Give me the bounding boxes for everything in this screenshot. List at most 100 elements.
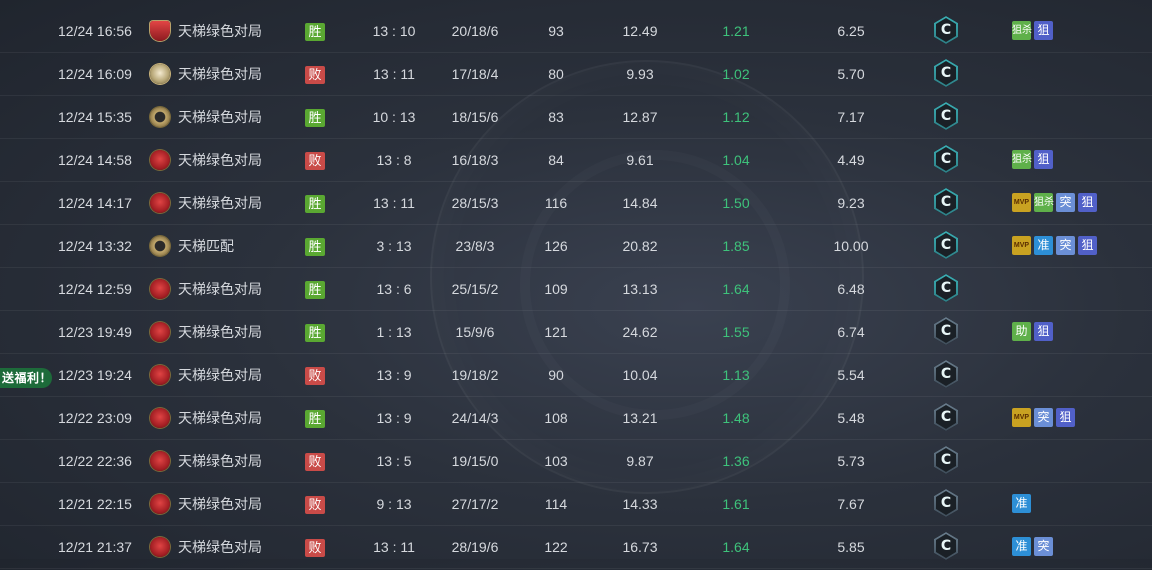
table-row[interactable]: 12/23 19:49 天梯绿色对局 胜 1 : 13 15/9/6 121 2… xyxy=(0,311,1152,354)
table-row[interactable]: 12/22 23:09 天梯绿色对局 胜 13 : 9 24/14/3 108 … xyxy=(0,397,1152,440)
match-date: 12/24 12:59 xyxy=(58,281,132,297)
match-mode: 天梯匹配 xyxy=(178,238,234,254)
match-mode: 天梯绿色对局 xyxy=(178,496,262,512)
table-row[interactable]: 12/24 13:32 天梯匹配 胜 3 : 13 23/8/3 126 20.… xyxy=(0,225,1152,268)
match-score: 3 : 13 xyxy=(376,238,412,254)
stat-value: 14.33 xyxy=(622,496,658,512)
emblem-icon xyxy=(150,494,170,514)
rating: 1.12 xyxy=(722,109,750,125)
adr: 103 xyxy=(544,453,568,469)
match-date: 12/22 23:09 xyxy=(58,410,132,426)
adr: 121 xyxy=(544,324,568,340)
match-mode: 天梯绿色对局 xyxy=(178,66,262,82)
stat-value: 16.73 xyxy=(622,539,658,555)
table-row[interactable]: 12/24 15:35 天梯绿色对局 胜 10 : 13 18/15/6 83 … xyxy=(0,96,1152,139)
result-badge: 败 xyxy=(305,151,325,170)
honor-badge-icon: 狙杀 xyxy=(1012,21,1032,40)
promo-tab[interactable]: 送福利！ xyxy=(0,368,52,388)
honor-badge-icon: 准 xyxy=(1012,494,1031,513)
laurel-icon xyxy=(150,236,170,256)
kda: 24/14/3 xyxy=(451,410,499,426)
stat-value: 9.93 xyxy=(626,66,654,82)
kda: 25/15/2 xyxy=(451,281,499,297)
rating: 1.04 xyxy=(722,152,750,168)
kda: 28/19/6 xyxy=(451,539,499,555)
emblem-icon xyxy=(150,279,170,299)
adr: 93 xyxy=(548,23,564,39)
emblem-icon xyxy=(150,537,170,557)
we-score: 5.48 xyxy=(837,410,865,426)
mvp-badge-icon: MVP xyxy=(1012,408,1031,427)
match-date: 12/22 22:36 xyxy=(58,453,132,469)
rank-badge-icon: C xyxy=(934,16,960,46)
rank-badge-icon: C xyxy=(934,489,960,519)
match-score: 13 : 9 xyxy=(376,367,412,383)
match-score: 9 : 13 xyxy=(376,496,412,512)
we-score: 9.23 xyxy=(837,195,865,211)
result-badge: 败 xyxy=(305,65,325,84)
rating: 1.64 xyxy=(722,539,750,555)
rating: 1.21 xyxy=(722,23,750,39)
result-badge: 败 xyxy=(305,495,325,514)
kda: 15/9/6 xyxy=(455,324,495,340)
match-score: 13 : 6 xyxy=(376,281,412,297)
kda: 27/17/2 xyxy=(451,496,499,512)
rating: 1.55 xyxy=(722,324,750,340)
adr: 90 xyxy=(548,367,564,383)
result-badge: 胜 xyxy=(305,323,325,342)
honor-badge-icon: 突 xyxy=(1034,537,1053,556)
we-score: 6.74 xyxy=(837,324,865,340)
match-date: 12/23 19:49 xyxy=(58,324,132,340)
honor-badge-icon: 狙 xyxy=(1034,322,1053,341)
rank-badge-icon: C xyxy=(934,231,960,261)
rating: 1.36 xyxy=(722,453,750,469)
table-row[interactable]: 12/23 19:24 天梯绿色对局 败 13 : 9 19/18/2 90 1… xyxy=(0,354,1152,397)
rank-badge-icon: C xyxy=(934,59,960,89)
match-score: 13 : 11 xyxy=(373,66,415,82)
honor-badge-icon: 突 xyxy=(1056,193,1075,212)
honor-badge-icon: 狙 xyxy=(1034,21,1053,40)
rank-badge-icon: C xyxy=(934,360,960,390)
honor-badges: 准突 xyxy=(1012,537,1053,557)
honor-badge-icon: 狙 xyxy=(1056,408,1075,427)
table-row[interactable]: 12/24 14:58 天梯绿色对局 败 13 : 8 16/18/3 84 9… xyxy=(0,139,1152,182)
table-row[interactable]: 12/21 21:37 天梯绿色对局 败 13 : 11 28/19/6 122… xyxy=(0,526,1152,569)
match-score: 13 : 11 xyxy=(373,539,415,555)
rank-badge-icon: C xyxy=(934,274,960,304)
match-mode: 天梯绿色对局 xyxy=(178,539,262,555)
result-badge: 胜 xyxy=(305,237,325,256)
match-mode: 天梯绿色对局 xyxy=(178,453,262,469)
table-row[interactable]: 12/21 22:15 天梯绿色对局 败 9 : 13 27/17/2 114 … xyxy=(0,483,1152,526)
we-score: 5.70 xyxy=(837,66,865,82)
honor-badges: 准 xyxy=(1012,494,1031,514)
match-score: 13 : 11 xyxy=(373,195,415,211)
rank-badge-icon: C xyxy=(934,403,960,433)
stat-value: 24.62 xyxy=(622,324,658,340)
rank-badge-icon: C xyxy=(934,145,960,175)
table-row[interactable]: 12/24 16:56 天梯绿色对局 胜 13 : 10 20/18/6 93 … xyxy=(0,10,1152,53)
kda: 19/18/2 xyxy=(451,367,499,383)
table-row[interactable]: 12/24 16:09 天梯绿色对局 败 13 : 11 17/18/4 80 … xyxy=(0,53,1152,96)
rating: 1.48 xyxy=(722,410,750,426)
we-score: 5.73 xyxy=(837,453,865,469)
rank-badge-icon: C xyxy=(934,317,960,347)
match-score: 10 : 13 xyxy=(372,109,416,125)
match-mode: 天梯绿色对局 xyxy=(178,410,262,426)
adr: 108 xyxy=(544,410,568,426)
we-score: 7.17 xyxy=(837,109,865,125)
match-mode: 天梯绿色对局 xyxy=(178,152,262,168)
rating: 1.85 xyxy=(722,238,750,254)
adr: 122 xyxy=(544,539,568,555)
table-row[interactable]: 12/22 22:36 天梯绿色对局 败 13 : 5 19/15/0 103 … xyxy=(0,440,1152,483)
result-badge: 败 xyxy=(305,538,325,557)
we-score: 4.49 xyxy=(837,152,865,168)
match-mode: 天梯绿色对局 xyxy=(178,281,262,297)
we-score: 6.25 xyxy=(837,23,865,39)
kda: 20/18/6 xyxy=(451,23,499,39)
honor-badge-icon: 狙 xyxy=(1078,236,1097,255)
we-score: 5.54 xyxy=(837,367,865,383)
stat-value: 10.04 xyxy=(622,367,658,383)
table-row[interactable]: 12/24 14:17 天梯绿色对局 胜 13 : 11 28/15/3 116… xyxy=(0,182,1152,225)
honor-badges: MVP 突狙 xyxy=(1012,408,1075,428)
table-row[interactable]: 12/24 12:59 天梯绿色对局 胜 13 : 6 25/15/2 109 … xyxy=(0,268,1152,311)
